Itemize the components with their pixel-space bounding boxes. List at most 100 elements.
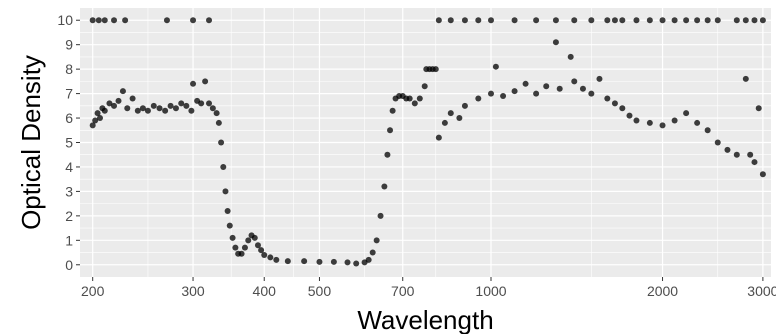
data-point <box>487 17 494 24</box>
data-point <box>683 17 690 24</box>
data-point <box>694 119 701 126</box>
data-point <box>671 117 678 124</box>
data-point <box>588 17 595 24</box>
data-point <box>245 237 252 244</box>
data-point <box>588 90 595 97</box>
data-point <box>119 88 126 95</box>
data-point <box>447 110 454 117</box>
data-point <box>633 117 640 124</box>
data-point <box>261 251 268 258</box>
y-tick-label: 6 <box>65 110 73 126</box>
data-point <box>441 119 448 126</box>
y-tick-label: 7 <box>65 86 73 102</box>
data-point <box>714 17 721 24</box>
data-point <box>556 85 563 92</box>
y-tick-label: 0 <box>65 257 73 273</box>
x-axis: 200 300 400 500 700 1000 2000 3000 <box>81 277 776 299</box>
data-point <box>751 17 758 24</box>
data-point <box>209 105 216 112</box>
data-point <box>733 151 740 158</box>
data-point <box>162 107 169 114</box>
data-point <box>218 139 225 146</box>
data-point <box>387 127 394 134</box>
data-point <box>353 260 360 267</box>
data-point <box>369 249 376 256</box>
data-point <box>475 17 482 24</box>
data-point <box>596 75 603 82</box>
y-tick-label: 8 <box>65 61 73 77</box>
data-point <box>406 95 413 102</box>
data-point <box>619 105 626 112</box>
data-point <box>150 102 157 109</box>
data-point <box>389 107 396 114</box>
data-point <box>511 17 518 24</box>
y-tick-label: 9 <box>65 37 73 53</box>
data-point <box>571 17 578 24</box>
data-point <box>94 110 101 117</box>
data-points <box>89 17 766 267</box>
data-point <box>626 112 633 119</box>
data-point <box>646 17 653 24</box>
data-point <box>97 115 104 122</box>
data-point <box>238 250 245 257</box>
data-point <box>511 88 518 95</box>
data-point <box>733 17 740 24</box>
data-point <box>447 17 454 24</box>
data-point <box>229 234 236 241</box>
data-point <box>101 107 108 114</box>
data-point <box>373 237 380 244</box>
data-point <box>202 78 209 85</box>
data-point <box>206 100 213 107</box>
data-point <box>95 17 102 24</box>
data-point <box>611 100 618 107</box>
data-point <box>751 159 758 166</box>
data-point <box>284 258 291 265</box>
x-tick-label: 200 <box>81 283 105 299</box>
data-point <box>172 105 179 112</box>
data-point <box>381 183 388 190</box>
data-point <box>101 17 108 24</box>
data-point <box>183 102 190 109</box>
data-point <box>461 102 468 109</box>
data-point <box>330 258 337 265</box>
data-point <box>89 122 96 129</box>
data-point <box>111 17 118 24</box>
x-tick-label: 300 <box>181 283 205 299</box>
data-point <box>579 85 586 92</box>
data-point <box>232 244 239 251</box>
y-tick-label: 10 <box>57 12 73 28</box>
data-point <box>714 139 721 146</box>
data-point <box>742 17 749 24</box>
data-point <box>215 119 222 126</box>
data-point <box>251 234 258 241</box>
data-point <box>492 63 499 70</box>
data-point <box>144 107 151 114</box>
data-point <box>533 17 540 24</box>
data-point <box>115 97 122 104</box>
x-tick-label: 400 <box>253 283 277 299</box>
data-point <box>416 95 423 102</box>
data-point <box>671 17 678 24</box>
data-point <box>222 188 229 195</box>
data-point <box>633 17 640 24</box>
x-tick-label: 2000 <box>647 283 678 299</box>
x-tick-label: 1000 <box>475 283 506 299</box>
data-point <box>421 83 428 90</box>
data-point <box>122 17 129 24</box>
data-point <box>704 17 711 24</box>
data-point <box>124 105 131 112</box>
data-point <box>344 259 351 266</box>
data-point <box>384 151 391 158</box>
data-point <box>533 90 540 97</box>
data-point <box>92 117 99 124</box>
data-point <box>411 100 418 107</box>
data-point <box>89 17 96 24</box>
data-point <box>487 90 494 97</box>
data-point <box>604 17 611 24</box>
data-point <box>129 95 136 102</box>
data-point <box>704 127 711 134</box>
data-point <box>273 256 280 263</box>
data-point <box>646 119 653 126</box>
data-point <box>500 93 507 100</box>
major-gridlines <box>80 8 771 277</box>
